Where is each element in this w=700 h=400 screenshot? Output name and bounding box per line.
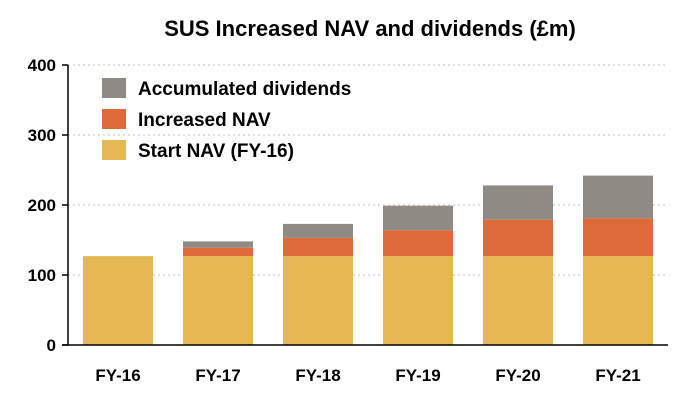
x-tick-label: FY-20 — [495, 366, 540, 385]
legend-swatch — [102, 78, 126, 98]
x-tick-label: FY-17 — [195, 366, 240, 385]
bar-segment-0-fy-16 — [83, 256, 153, 345]
bar-segment-2-fy-21 — [583, 175, 653, 219]
bar-segment-0-fy-18 — [283, 256, 353, 345]
legend-label: Start NAV (FY-16) — [138, 141, 294, 162]
bar-segment-1-fy-18 — [283, 237, 353, 257]
chart-title: SUS Increased NAV and dividends (£m) — [164, 16, 576, 41]
bars — [83, 175, 653, 345]
legend-swatch — [102, 109, 126, 129]
x-tick-label: FY-18 — [295, 366, 340, 385]
bar-segment-1-fy-17 — [183, 247, 253, 257]
y-tick-label: 200 — [28, 196, 56, 215]
bar-segment-0-fy-20 — [483, 256, 553, 345]
legend-label: Increased NAV — [138, 110, 271, 131]
bar-segment-0-fy-19 — [383, 256, 453, 345]
y-tick-label: 100 — [28, 266, 56, 285]
gridlines — [68, 64, 668, 276]
bar-segment-0-fy-21 — [583, 256, 653, 345]
y-tick-label: 0 — [47, 336, 56, 355]
y-tick-label: 300 — [28, 126, 56, 145]
tick-labels: 0 100 200 300 400 FY-16 FY-17 FY-18 FY-19 FY-20 FY… — [28, 56, 641, 385]
axes — [62, 64, 668, 346]
bar-segment-2-fy-19 — [383, 205, 453, 231]
bar-segment-0-fy-17 — [183, 256, 253, 345]
legend: Accumulated dividends Increased NAV Start … — [102, 78, 351, 162]
x-tick-label: FY-19 — [395, 366, 440, 385]
bar-segment-1-fy-21 — [583, 218, 653, 257]
bar-segment-1-fy-20 — [483, 219, 553, 257]
legend-label: Accumulated dividends — [138, 79, 351, 100]
bar-segment-2-fy-18 — [283, 223, 353, 238]
bar-segment-1-fy-19 — [383, 230, 453, 257]
x-tick-label: FY-21 — [595, 366, 640, 385]
x-tick-label: FY-16 — [95, 366, 140, 385]
bar-segment-2-fy-20 — [483, 185, 553, 220]
y-tick-label: 400 — [28, 56, 56, 75]
legend-swatch — [102, 140, 126, 160]
bar-segment-2-fy-17 — [183, 241, 253, 248]
